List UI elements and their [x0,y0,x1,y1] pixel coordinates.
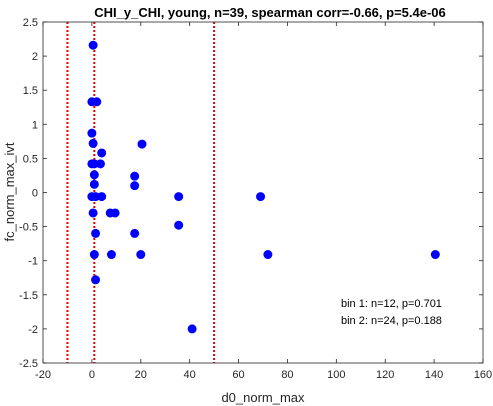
y-tick-label-4: -0.5 [19,222,38,234]
vertical-lines [66,22,216,363]
x-tick-label-0: -20 [35,369,51,381]
data-point-31 [187,324,197,334]
data-point-4 [88,138,98,148]
data-point-22 [174,220,184,230]
data-point-21 [110,208,120,218]
data-point-29 [430,250,440,260]
data-point-3 [87,128,97,138]
y-tick-label-1: -2 [28,324,38,336]
data-point-25 [89,250,99,260]
x-tick-label-5: 80 [281,369,293,381]
x-tick-label-4: 60 [232,369,244,381]
x-axis-ticks: -20 0 20 40 60 80 100 120 140 160 [35,22,492,381]
y-tick-label-6: 0.5 [23,153,38,165]
y-tick-label-10: 2.5 [23,17,38,29]
y-tick-label-9: 2 [32,51,38,63]
data-point-18 [256,192,266,202]
x-tick-label-7: 120 [376,369,394,381]
data-point-16 [97,192,107,202]
data-point-10 [89,170,99,180]
data-point-17 [174,192,184,202]
y-axis-label: fc_norm_max_ivt [2,142,17,241]
data-point-9 [95,159,105,169]
data-point-28 [263,250,273,260]
data-point-12 [89,179,99,189]
data-point-27 [136,250,146,260]
chart-title: CHI_y_CHI, young, n=39, spearman corr=-0… [94,5,446,20]
data-point-30 [91,275,101,285]
axes-box [42,21,484,364]
y-tick-label-2: -1.5 [19,290,38,302]
data-point-5 [137,139,147,149]
x-tick-label-9: 160 [474,369,492,381]
annotation-bin-2: bin 2: n=24, p=0.188 [341,315,442,327]
data-point-23 [91,228,101,238]
x-tick-label-6: 100 [327,369,345,381]
y-tick-label-0: -2.5 [19,358,38,370]
data-point-24 [130,228,140,238]
y-tick-label-5: 0 [32,188,38,200]
y-tick-label-7: 1 [32,119,38,131]
data-point-0 [88,40,98,50]
data-point-11 [130,171,140,181]
data-point-19 [88,208,98,218]
data-point-2 [92,97,102,107]
data-points [87,40,440,334]
data-point-13 [130,181,140,191]
x-tick-label-2: 20 [135,369,147,381]
y-tick-label-3: -1 [28,256,38,268]
data-point-26 [106,250,116,260]
y-axis-ticks: -2.5 -2 -1.5 -1 -0.5 0 0.5 1 1.5 2 2.5 [19,17,483,370]
x-axis-label: d0_norm_max [221,390,305,405]
x-tick-label-1: 0 [89,369,95,381]
x-tick-label-8: 140 [425,369,443,381]
annotation-bin-1: bin 1: n=12, p=0.701 [341,298,442,310]
x-tick-label-3: 40 [184,369,196,381]
data-point-6 [97,148,107,158]
y-tick-label-8: 1.5 [23,85,38,97]
